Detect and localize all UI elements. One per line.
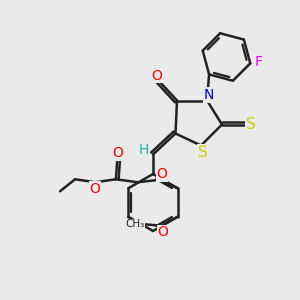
Text: S: S xyxy=(246,117,256,132)
Text: N: N xyxy=(203,88,214,102)
Text: O: O xyxy=(112,146,123,160)
Text: O: O xyxy=(157,167,167,181)
Text: F: F xyxy=(255,55,263,69)
Text: O: O xyxy=(89,182,100,196)
Text: CH₃: CH₃ xyxy=(125,219,144,229)
Text: O: O xyxy=(151,69,162,82)
Text: O: O xyxy=(157,225,168,239)
Text: S: S xyxy=(198,145,207,160)
Text: H: H xyxy=(139,143,149,157)
